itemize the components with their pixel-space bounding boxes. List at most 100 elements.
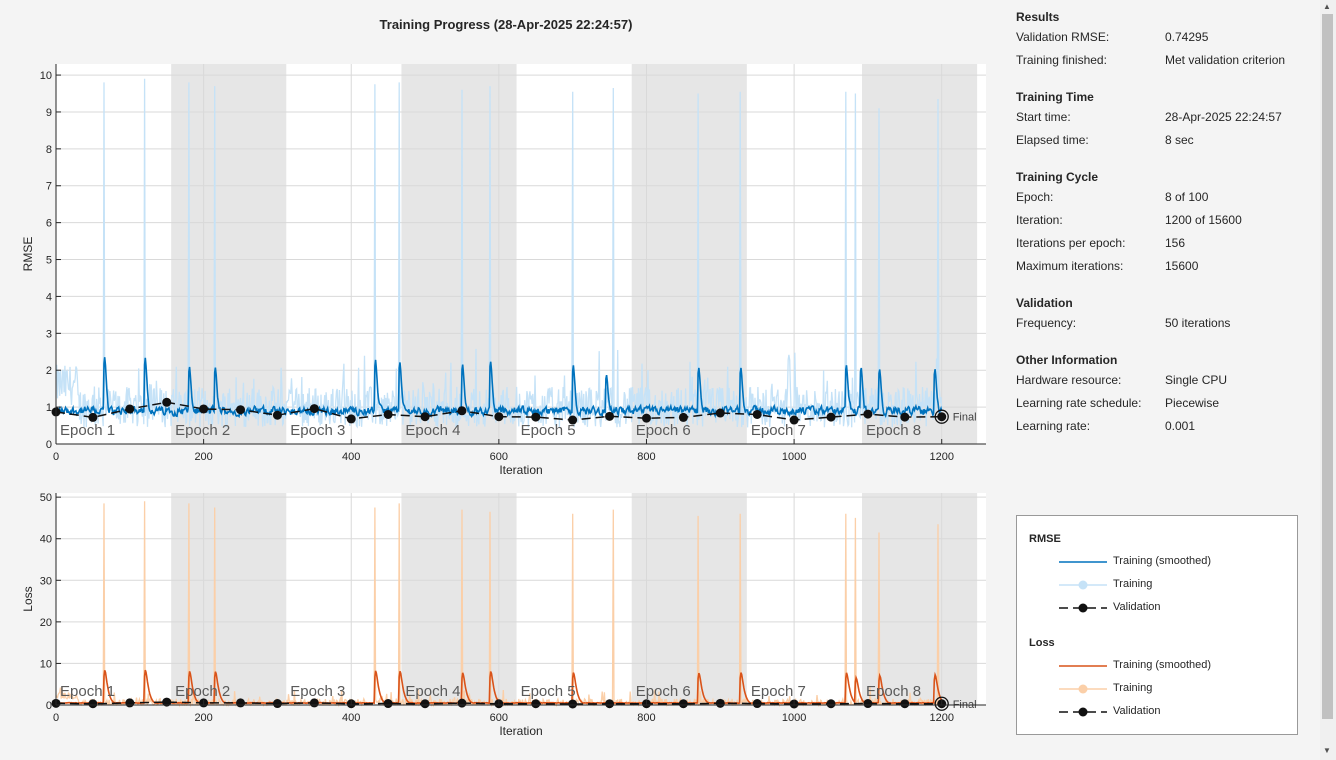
info-row: Frequency: 50 iterations — [1016, 312, 1316, 335]
y-tick-label: 50 — [40, 492, 52, 504]
validation-point — [715, 698, 725, 708]
x-tick-label: 200 — [194, 451, 212, 463]
legend-rmse-title: RMSE — [1029, 533, 1061, 545]
legend-raw-rmse-swatch — [1059, 580, 1107, 590]
x-tick-label: 1000 — [782, 451, 806, 463]
epoch-band — [401, 493, 517, 705]
x-tick-label: 600 — [490, 712, 508, 724]
legend-rmse-training-label: Training — [1113, 578, 1153, 590]
validation-point — [272, 699, 282, 709]
legend-rmse-smoothed-label: Training (smoothed) — [1113, 555, 1212, 567]
info-row: Learning rate schedule: Piecewise — [1016, 392, 1316, 415]
validation-point — [494, 412, 504, 422]
validation-point — [752, 409, 762, 419]
validation-point — [457, 406, 467, 416]
x-tick-label: 600 — [490, 451, 508, 463]
y-axis-label: RMSE — [21, 237, 35, 272]
rmse-axes: Final Epoch 1 Epoch 2 Epoch 3 Epoch 4 Epoch 5… — [21, 64, 986, 477]
legend-raw-loss-swatch — [1059, 684, 1107, 694]
legend-smoothed-loss-swatch — [1059, 665, 1107, 667]
validation-point — [678, 699, 688, 709]
legend-loss-validation-swatch — [1059, 707, 1107, 717]
figure-title: Training Progress (28-Apr-2025 22:24:57) — [379, 17, 633, 32]
x-tick-label: 800 — [637, 451, 655, 463]
scrollbar-thumb[interactable] — [1322, 14, 1333, 719]
validation-point — [88, 412, 98, 422]
y-tick-label: 4 — [46, 291, 52, 303]
validation-point — [531, 699, 541, 709]
final-marker — [934, 409, 949, 424]
y-tick-label: 40 — [40, 534, 52, 546]
epoch-label: Epoch 4 — [405, 422, 460, 439]
legend-rmse-validation-swatch — [1059, 603, 1107, 613]
info-value: Single CPU — [1165, 373, 1228, 387]
scroll-up-icon[interactable]: ▲ — [1323, 2, 1331, 11]
y-tick-label: 2 — [46, 365, 52, 377]
info-row: Validation RMSE: 0.74295 — [1016, 26, 1316, 49]
info-value: Piecewise — [1165, 396, 1220, 410]
validation-point — [125, 698, 135, 708]
epoch-band — [862, 493, 978, 705]
info-row: Epoch: 8 of 100 — [1016, 186, 1316, 209]
y-tick-label: 20 — [40, 617, 52, 629]
info-key: Iterations per epoch: — [1016, 236, 1126, 250]
validation-point — [346, 414, 356, 424]
legend-loss-training-label: Training — [1113, 682, 1153, 694]
scroll-down-icon[interactable]: ▼ — [1323, 746, 1331, 755]
y-tick-label: 3 — [46, 328, 52, 340]
validation-section-title: Validation — [1016, 296, 1073, 310]
info-key: Hardware resource: — [1016, 373, 1122, 387]
epoch-label: Epoch 2 — [175, 422, 230, 439]
info-value: 50 iterations — [1165, 316, 1231, 330]
epoch-label: Epoch 7 — [751, 422, 806, 439]
info-row: Training finished: Met validation criteri… — [1016, 49, 1316, 72]
y-tick-label: 7 — [46, 181, 52, 193]
info-value: 28-Apr-2025 22:24:57 — [1165, 110, 1282, 124]
x-tick-label: 800 — [637, 712, 655, 724]
epoch-label: Epoch 8 — [866, 683, 921, 700]
validation-point — [900, 412, 910, 422]
epoch-label: Epoch 2 — [175, 683, 230, 700]
validation-point — [715, 408, 725, 418]
info-value: 0.001 — [1165, 419, 1196, 433]
epoch-label: Epoch 8 — [866, 422, 921, 439]
validation-point — [605, 699, 615, 709]
epoch-label: Epoch 7 — [751, 683, 806, 700]
plot-legend: RMSE Training (smoothed) Training Valida… — [1016, 515, 1298, 735]
validation-point — [420, 699, 430, 709]
info-key: Maximum iterations: — [1016, 259, 1124, 273]
validation-point — [531, 412, 541, 422]
info-value: 8 sec — [1165, 133, 1194, 147]
validation-point — [383, 699, 393, 709]
y-tick-label: 5 — [46, 255, 52, 267]
training-cycle-section-title: Training Cycle — [1016, 170, 1099, 184]
y-tick-label: 10 — [40, 658, 52, 670]
validation-point — [272, 410, 282, 420]
legend-loss-smoothed-label: Training (smoothed) — [1113, 659, 1212, 671]
validation-point — [863, 409, 873, 419]
validation-point — [309, 404, 319, 414]
x-axis-label: Iteration — [499, 724, 542, 738]
final-label: Final — [953, 412, 977, 424]
info-key: Training finished: — [1016, 53, 1107, 67]
info-key: Learning rate schedule: — [1016, 396, 1142, 410]
epoch-label: Epoch 6 — [636, 422, 691, 439]
epoch-label: Epoch 1 — [60, 683, 115, 700]
epoch-label: Epoch 3 — [290, 422, 345, 439]
info-row: Learning rate: 0.001 — [1016, 415, 1316, 438]
validation-point — [826, 412, 836, 422]
vertical-scrollbar[interactable]: ▲ ▼ — [1320, 0, 1336, 760]
x-tick-label: 200 — [194, 712, 212, 724]
final-marker — [934, 696, 949, 711]
info-value: 0.74295 — [1165, 30, 1209, 44]
validation-point — [568, 415, 578, 425]
training-plots: Final Epoch 1 Epoch 2 Epoch 3 Epoch 4 Epoch 5… — [21, 64, 986, 738]
x-tick-label: 0 — [53, 451, 59, 463]
info-row: Elapsed time: 8 sec — [1016, 129, 1316, 152]
validation-point — [383, 409, 393, 419]
info-row: Maximum iterations: 15600 — [1016, 255, 1316, 278]
results-section-title: Results — [1016, 10, 1060, 24]
other-info-section-title: Other Information — [1016, 353, 1118, 367]
validation-point — [162, 697, 172, 707]
